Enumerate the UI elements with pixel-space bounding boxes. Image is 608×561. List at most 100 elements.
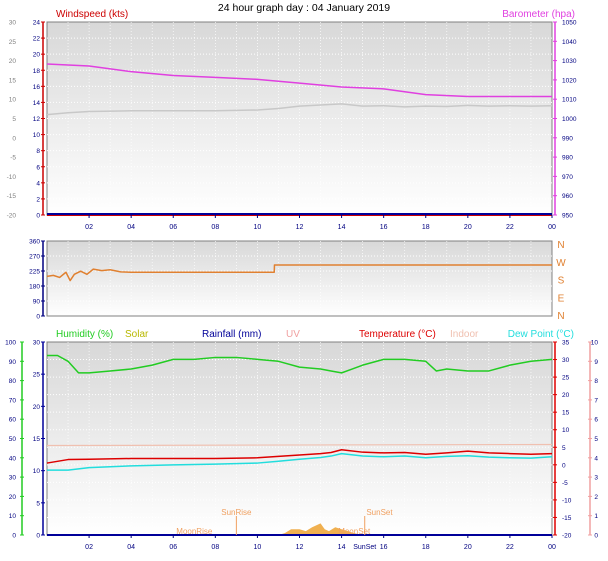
gust-line — [46, 103, 553, 116]
temperature-tick-label: 25 — [562, 375, 570, 382]
direction-degree-label: 360 — [29, 239, 40, 246]
uv-legend: UV — [286, 329, 300, 340]
outer-left-tick-label: 30 — [9, 20, 17, 27]
humidity-legend: Humidity (%) — [56, 329, 113, 340]
humidity-tick-label: 60 — [9, 417, 17, 424]
direction-degree-label: 225 — [29, 269, 40, 276]
moonset-label: MoonSet — [338, 527, 371, 536]
compass-label: S — [558, 276, 565, 287]
x-tick-label: 14 — [338, 224, 346, 231]
outer-left-tick-label: 15 — [9, 77, 17, 84]
page-title: 24 hour graph day : 04 January 2019 — [218, 2, 390, 14]
compass-label: E — [558, 293, 565, 304]
rainfall-tick-label: 10 — [33, 468, 41, 475]
x-tick-label: 08 — [211, 224, 219, 231]
barometer-tick-label: 960 — [562, 193, 573, 200]
windspeed-tick-label: 24 — [33, 20, 41, 27]
uv-tick-label: 2 — [594, 494, 598, 501]
x-tick-label: 20 — [464, 544, 472, 551]
barometer-tick-label: 1020 — [562, 77, 577, 84]
barometer-tick-label: 1040 — [562, 39, 577, 46]
uv-tick-label: 1 — [594, 513, 598, 520]
x-tick-label: 12 — [296, 544, 304, 551]
rainfall-tick-label: 25 — [33, 372, 41, 379]
temperature-tick-label: 35 — [562, 340, 570, 347]
temperature-tick-label: 30 — [562, 357, 570, 364]
outer-left-tick-label: 20 — [9, 58, 17, 65]
windspeed-tick-label: 20 — [33, 52, 41, 59]
uv-tick-label: 3 — [594, 475, 598, 482]
outer-left-tick-label: -10 — [7, 174, 17, 181]
x-tick-label: 10 — [254, 544, 262, 551]
sunrise-label: SunRise — [221, 508, 252, 517]
temperature-tick-label: 10 — [562, 427, 570, 434]
humidity-tick-label: 70 — [9, 397, 17, 404]
barometer-axis-title: Barometer (hpa) — [502, 9, 575, 20]
barometer-tick-label: 1050 — [562, 20, 577, 27]
temperature-tick-label: -15 — [562, 515, 572, 522]
rainfall-tick-label: 5 — [36, 500, 40, 507]
outer-left-tick-label: -20 — [7, 213, 17, 220]
x-tick-label: 04 — [127, 544, 135, 551]
x-tick-label: 18 — [422, 544, 430, 551]
x-tick-label: 12 — [296, 224, 304, 231]
humidity-tick-label: 100 — [5, 340, 16, 347]
compass-label: N — [557, 240, 564, 251]
uv-tick-label: 6 — [594, 417, 598, 424]
moonrise-label: MoonRise — [176, 527, 213, 536]
uv-tick-label: 0 — [594, 533, 598, 540]
x-tick-label: 02 — [85, 544, 93, 551]
barometer-tick-label: 1030 — [562, 58, 577, 65]
x-tick-label: 00 — [548, 544, 556, 551]
temperature-legend: Temperature (°C) — [359, 329, 436, 340]
temperature-tick-label: -10 — [562, 497, 572, 504]
temperature-tick-label: 20 — [562, 392, 570, 399]
dewpoint-line — [47, 452, 553, 471]
temperature-tick-label: 0 — [562, 462, 566, 469]
x-tick-label: 04 — [127, 224, 135, 231]
direction-degree-label: 0 — [36, 314, 40, 321]
temperature-tick-label: 5 — [562, 445, 566, 452]
x-tick-label: 20 — [464, 224, 472, 231]
humidity-tick-label: 50 — [9, 436, 17, 443]
humidity-tick-label: 40 — [9, 455, 17, 462]
rainfall-tick-label: 15 — [33, 436, 41, 443]
outer-left-tick-label: -5 — [10, 155, 16, 162]
windspeed-tick-label: 6 — [36, 164, 40, 171]
uv-tick-label: 8 — [594, 378, 598, 385]
x-tick-label: 10 — [254, 224, 262, 231]
direction-degree-label: 270 — [29, 254, 40, 261]
windspeed-tick-label: 12 — [33, 116, 41, 123]
rainfall-tick-label: 30 — [33, 340, 41, 347]
x-tick-label: 22 — [506, 544, 514, 551]
barometer-tick-label: 1010 — [562, 97, 577, 104]
direction-degree-label: 90 — [33, 299, 41, 306]
temperature-tick-label: 15 — [562, 410, 570, 417]
x-tick-label: 08 — [211, 544, 219, 551]
windspeed-tick-label: 16 — [33, 84, 41, 91]
humidity-tick-label: 80 — [9, 378, 17, 385]
x-tick-label: 06 — [169, 224, 177, 231]
compass-label: N — [557, 311, 564, 322]
x-tick-label: 06 — [169, 544, 177, 551]
x-tick-label: 18 — [422, 224, 430, 231]
humidity-line — [47, 354, 553, 374]
temperature-line — [46, 448, 553, 464]
solar-legend: Solar — [125, 329, 149, 340]
windspeed-tick-label: 22 — [33, 36, 41, 43]
rainfall-tick-label: 20 — [33, 404, 41, 411]
direction-degree-label: 180 — [29, 284, 40, 291]
indoor-legend: Indoor — [450, 329, 479, 340]
uv-tick-label: 7 — [594, 397, 598, 404]
temperature-tick-label: -20 — [562, 533, 572, 540]
outer-left-tick-label: 25 — [9, 39, 17, 46]
uv-tick-label: 9 — [594, 359, 598, 366]
outer-left-tick-label: 5 — [12, 116, 16, 123]
wind-direction-line — [46, 264, 552, 282]
humidity-tick-label: 0 — [12, 533, 16, 540]
x-tick-label: 02 — [85, 224, 93, 231]
uv-tick-label: 5 — [594, 436, 598, 443]
sunset-axis-label: SunSet — [353, 544, 376, 551]
